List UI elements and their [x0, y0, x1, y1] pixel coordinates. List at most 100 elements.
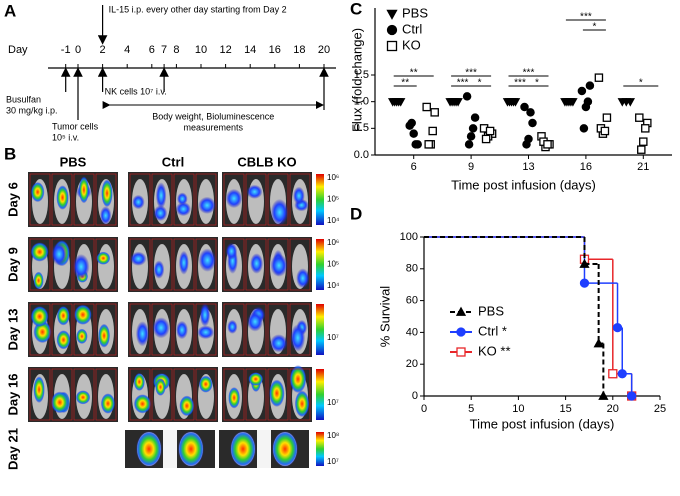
color-bar [316, 174, 324, 225]
signal [199, 302, 211, 327]
roi [29, 303, 51, 356]
panel-label: D [350, 204, 362, 223]
signal [293, 186, 305, 205]
y-tick-label: 60 [406, 295, 418, 307]
signal [289, 365, 307, 394]
data-point [602, 113, 612, 122]
day-label: 8 [173, 44, 179, 56]
signal [56, 185, 69, 210]
significance-label: *** [523, 68, 535, 79]
signal [176, 192, 188, 206]
data-point [583, 97, 593, 106]
data-point [528, 118, 537, 128]
roi [173, 303, 195, 356]
roi [29, 238, 51, 291]
legend-marker [456, 327, 466, 337]
timeline: Day -1 0 2 4 6 7 8 10 12 14 16 18 20 IL-15 i.p. every … [6, 4, 336, 142]
roi [223, 173, 245, 226]
x-tick-label: 10 [512, 403, 524, 415]
signal [74, 304, 92, 325]
roi [195, 173, 217, 226]
signal [50, 391, 69, 414]
roi [195, 368, 217, 421]
roi [173, 238, 195, 291]
data-point [409, 129, 418, 138]
signal [33, 271, 44, 290]
signal [290, 324, 306, 352]
signal [99, 206, 112, 225]
x-tick-label: 13 [522, 161, 534, 173]
signal [72, 253, 90, 280]
roi [267, 238, 289, 291]
roi [95, 303, 117, 356]
signal [272, 431, 298, 467]
x-axis-title: Time post infusion (days) [470, 416, 615, 431]
significance-label: * [639, 78, 643, 89]
y-tick-label: 0 [412, 390, 418, 402]
signal [130, 251, 147, 266]
data-point [462, 92, 472, 101]
color-bar-label: 10⁷ [327, 457, 339, 466]
signal [225, 188, 243, 209]
color-bar-label: 10⁵ [327, 260, 339, 269]
day-label: 6 [149, 44, 155, 56]
data-point [617, 369, 627, 379]
signal [132, 194, 145, 210]
annotation: NK cells 10⁷ i.v. [105, 86, 167, 96]
annotation: IL-15 i.p. every other day starting from… [109, 4, 287, 14]
legend-label: KO [402, 37, 421, 52]
roi [51, 238, 73, 291]
signal [136, 431, 162, 467]
signal [296, 268, 310, 289]
legend-marker [386, 24, 398, 36]
signal [270, 198, 289, 226]
signal [56, 330, 71, 350]
data-point [641, 124, 650, 133]
data-point [637, 145, 646, 154]
data-point [430, 108, 439, 117]
x-tick-label: 16 [580, 161, 592, 173]
panel-label: B [4, 144, 16, 163]
data-point [485, 126, 495, 136]
roi [73, 303, 95, 356]
roi [95, 173, 117, 226]
signal [153, 205, 168, 222]
signal [98, 323, 111, 348]
significance-label: *** [465, 68, 477, 79]
roi [289, 238, 311, 291]
x-tick-label: 15 [559, 403, 571, 415]
x-tick-label: 21 [637, 161, 649, 173]
x-tick-label: 20 [607, 403, 619, 415]
imaging-panel: PBS Ctrl CBLB KO Day 6 10⁶ 10⁵ 10⁴ Day 9 10⁶ 10⁵ 1… [5, 154, 339, 470]
roi [95, 238, 117, 291]
annotation: Tumor cells [52, 121, 99, 131]
color-bar-label: 10⁷ [327, 398, 339, 407]
data-point [566, 98, 576, 107]
significance-label: *** [580, 12, 592, 23]
data-point [612, 322, 623, 333]
signal [269, 334, 288, 353]
color-bar-label: 10⁶ [327, 238, 339, 247]
color-bar-label: 10⁵ [327, 195, 339, 204]
roi [151, 303, 173, 356]
y-tick-label: 100 [400, 231, 418, 243]
roi [195, 303, 217, 356]
data-point [621, 98, 632, 107]
signal [198, 375, 213, 393]
signal [179, 395, 195, 417]
data-point [579, 258, 590, 268]
x-tick-label: 6 [411, 161, 417, 173]
signal [250, 253, 264, 274]
mouse [132, 244, 148, 289]
x-tick-label: 9 [468, 161, 474, 173]
signal [100, 393, 116, 414]
legend-label: PBS [402, 5, 428, 20]
data-point [635, 113, 644, 122]
signal [51, 242, 67, 266]
color-bar [316, 432, 324, 466]
data-point [593, 338, 604, 348]
row-label: Day 6 [5, 182, 20, 217]
signal [197, 325, 215, 340]
data-point [526, 108, 535, 117]
